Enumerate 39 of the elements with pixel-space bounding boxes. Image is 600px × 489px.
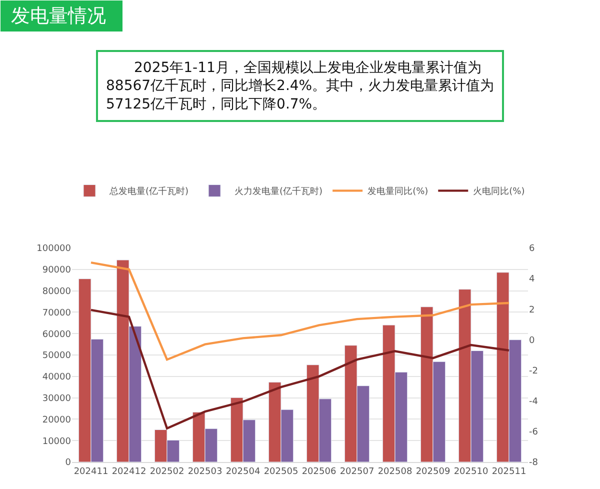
y-tick-label: 60000 [42, 330, 72, 340]
x-tick-label: 202510 [454, 466, 488, 477]
y-tick-label: 20000 [42, 415, 72, 426]
x-tick-label: 202511 [492, 466, 526, 477]
x-tick-label: 202412 [112, 466, 146, 477]
y-tick-label: 0 [65, 458, 72, 468]
y-tick-label: 40000 [42, 372, 72, 383]
y2-tick-label: -8 [529, 458, 538, 468]
x-tick-label: 202505 [264, 466, 298, 477]
line-series [90, 261, 510, 361]
y-tick-label: 90000 [42, 266, 72, 276]
x-tick-label: 202509 [416, 466, 450, 477]
y2-tick-label: 2 [529, 305, 535, 316]
y2-tick-label: -6 [529, 428, 538, 438]
x-tick-label: 202503 [188, 466, 222, 477]
chart-subtitle: 2025年1-11月，全国规模以上发电企业发电量累计值为88567亿千瓦时，同比增长2.4%。其中，火力发电量累计值为57125亿千瓦时，同比下降0.7%。 [106, 60, 494, 112]
y-tick-label: 30000 [42, 394, 72, 404]
y2-tick-label: 4 [529, 274, 535, 285]
y-tick-label: 80000 [42, 286, 72, 297]
y2-tick-label: -2 [529, 366, 538, 376]
x-tick-label: 202508 [378, 466, 412, 477]
x-tick-label: 202502 [150, 466, 184, 477]
y-tick-label: 50000 [42, 351, 72, 362]
y-tick-label: 100000 [36, 244, 72, 254]
y2-tick-label: 6 [529, 244, 535, 254]
legend-label: 火力发电量(亿千瓦时) [234, 186, 323, 198]
x-tick-label: 202411 [74, 466, 108, 477]
legend-label: 火电同比(%) [473, 186, 525, 198]
y2-tick-label: 0 [529, 336, 535, 346]
chart-title: 发电量情况 [5, 5, 118, 27]
y-tick-label: 10000 [42, 436, 72, 447]
legend-label: 发电量同比(%) [368, 186, 428, 198]
y-tick-label: 70000 [42, 308, 72, 318]
line-series [90, 308, 510, 430]
x-tick-label: 202506 [302, 466, 336, 477]
x-tick-label: 202504 [226, 466, 260, 477]
x-tick-label: 202507 [340, 466, 374, 477]
legend-label: 总发电量(亿千瓦时) [108, 186, 189, 198]
y2-tick-label: -4 [529, 397, 538, 408]
